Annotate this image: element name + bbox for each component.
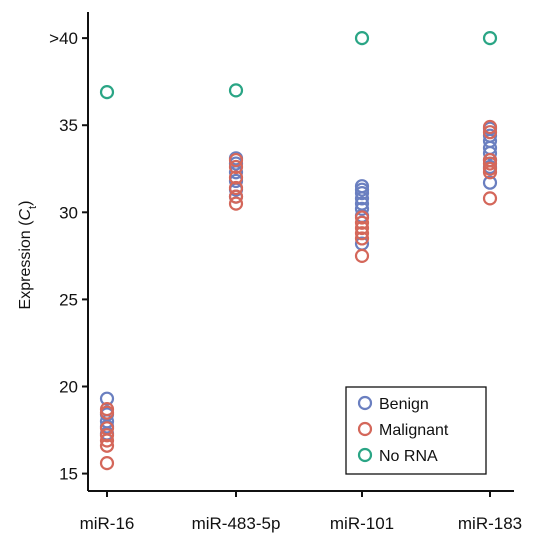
- y-axis-title-italic: C: [17, 209, 34, 221]
- point-malignant: [482, 191, 498, 206]
- point-malignant: [99, 405, 115, 420]
- y-tick-label: 25: [59, 290, 78, 309]
- point-malignant: [354, 248, 370, 263]
- point-malignant: [482, 119, 498, 135]
- point-benign: [482, 175, 498, 190]
- x-tick-label: miR-16: [80, 514, 135, 533]
- y-axis-title-prefix: Expression (: [17, 220, 34, 310]
- legend-label: No RNA: [379, 448, 438, 465]
- y-axis-title-subscript: t: [27, 206, 39, 209]
- data-points: [99, 31, 498, 471]
- point-no-rna: [482, 31, 498, 46]
- point-malignant: [228, 170, 244, 185]
- point-malignant: [228, 152, 244, 168]
- point-benign: [354, 186, 370, 201]
- point-malignant: [482, 165, 498, 180]
- point-malignant: [99, 433, 115, 448]
- point-malignant: [99, 438, 115, 453]
- y-tick-label: 15: [59, 465, 78, 484]
- point-malignant: [99, 456, 115, 471]
- y-axis-title: Expression (Ct): [17, 201, 39, 310]
- point-malignant: [482, 156, 498, 171]
- point-benign: [482, 145, 498, 161]
- point-malignant: [99, 428, 115, 443]
- legend-marker: [357, 395, 373, 411]
- point-benign: [354, 201, 370, 216]
- legend-marker: [357, 447, 373, 463]
- x-axis: miR-16 miR-483-5p miR-101 miR-183: [80, 490, 522, 533]
- x-tick-label: miR-101: [330, 514, 394, 533]
- point-no-rna: [228, 83, 244, 98]
- point-malignant: [228, 189, 244, 204]
- y-tick-label: >40: [49, 29, 78, 48]
- point-malignant: [228, 180, 244, 196]
- legend-marker: [357, 421, 373, 437]
- y-tick-label: 30: [59, 203, 78, 222]
- x-tick-label: miR-183: [458, 514, 522, 533]
- y-tick-label: 20: [59, 377, 78, 396]
- y-axis-title-suffix: ): [17, 201, 34, 206]
- point-malignant: [482, 125, 498, 140]
- y-tick-label: 35: [59, 116, 78, 135]
- point-malignant: [354, 226, 370, 241]
- point-no-rna: [354, 31, 370, 46]
- y-axis: 15 20 25 30 35 >40: [49, 12, 89, 491]
- x-tick-label: miR-483-5p: [192, 514, 281, 533]
- legend-label: Malignant: [379, 422, 449, 439]
- point-malignant: [354, 215, 370, 230]
- point-malignant: [354, 210, 370, 225]
- legend: Benign Malignant No RNA: [345, 386, 487, 475]
- point-no-rna: [99, 85, 115, 100]
- point-malignant: [354, 231, 370, 246]
- point-malignant: [228, 196, 244, 211]
- point-benign: [99, 391, 115, 406]
- legend-label: Benign: [379, 396, 429, 413]
- point-malignant: [228, 159, 244, 175]
- point-benign: [354, 191, 370, 206]
- point-malignant: [354, 220, 370, 236]
